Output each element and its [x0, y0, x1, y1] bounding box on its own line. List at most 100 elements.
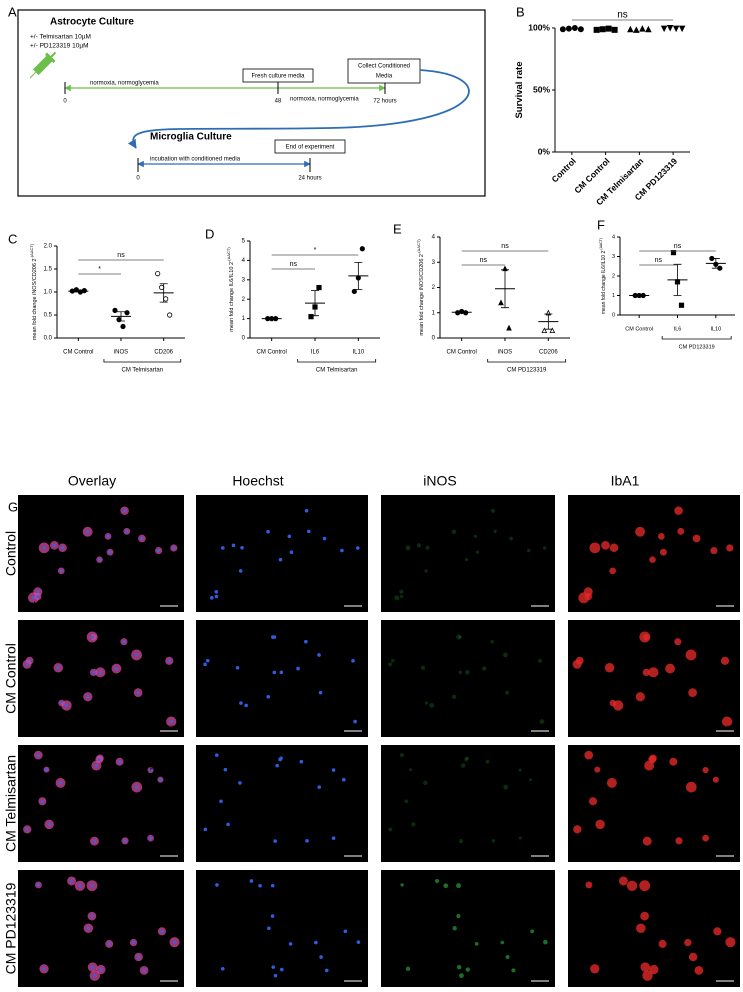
nucleus [221, 546, 225, 550]
cell [388, 827, 393, 832]
nucleus [304, 639, 308, 644]
row-label: CM Telmisartan [3, 755, 19, 852]
y-tick-label: 2 [242, 297, 246, 303]
cell [639, 631, 651, 643]
nucleus [93, 974, 97, 978]
y-tick-label: 4 [242, 258, 246, 264]
micrograph [568, 495, 740, 612]
cell [424, 569, 428, 573]
cell [473, 534, 478, 539]
cell [658, 939, 667, 948]
time-label: 48 [275, 99, 282, 105]
row-label: Control [3, 531, 19, 576]
cell [710, 546, 718, 555]
x-tick-label: CM Control [63, 350, 93, 356]
cell [485, 759, 490, 764]
nucleus [317, 653, 321, 657]
y-tick-label: 2 [612, 273, 615, 279]
cell [425, 545, 430, 550]
cell [604, 663, 615, 673]
cell [405, 966, 411, 971]
y-tick-label: 5 [242, 239, 246, 245]
cell [539, 719, 545, 724]
cell [618, 876, 628, 886]
nucleus [47, 822, 51, 827]
y-tick-label: 0% [538, 146, 551, 156]
cell [659, 548, 667, 556]
cell [456, 964, 462, 970]
nucleus [322, 536, 327, 541]
y-tick-label: 3 [242, 277, 246, 283]
cell [460, 763, 466, 768]
scale-bar-label: 50um [163, 724, 175, 729]
channel-legend: IbA1 [22, 633, 36, 640]
event-box [274, 139, 346, 154]
nucleus [122, 640, 126, 644]
image-label: Control [22, 601, 44, 608]
cell [429, 703, 435, 708]
nucleus [249, 879, 254, 883]
cell [642, 970, 653, 981]
x-tick-label: IL10 [710, 326, 721, 332]
nucleus [167, 659, 171, 663]
group-bracket [487, 359, 567, 363]
nucleus [172, 546, 176, 550]
cell [639, 880, 651, 892]
nucleus [317, 785, 322, 789]
phase-label: normoxia, normoglycemia [90, 81, 159, 87]
cell [635, 526, 646, 537]
event-box [347, 58, 421, 84]
nucleus [123, 839, 127, 843]
cell [490, 508, 495, 513]
cell [456, 634, 462, 640]
cell [674, 506, 683, 515]
error-bar [457, 311, 466, 314]
panel-letter: E [393, 221, 402, 236]
cell [685, 781, 697, 793]
nucleus [42, 546, 46, 550]
cell [573, 825, 582, 834]
x-tick-label: iNOS [498, 350, 512, 356]
phase-label: normoxia, normoglycemia [290, 97, 359, 103]
channel-legend: Hoechst [22, 891, 46, 898]
cell [518, 768, 522, 772]
nucleus [108, 550, 112, 554]
data-point [159, 284, 165, 290]
cell [721, 716, 733, 727]
nucleus [40, 799, 44, 803]
cell [642, 836, 652, 846]
data-point [167, 312, 173, 318]
nucleus [59, 569, 63, 573]
nucleus [36, 594, 40, 599]
cell [726, 544, 734, 552]
nucleus [342, 777, 346, 782]
cell [601, 540, 610, 550]
cell [594, 766, 601, 773]
panel-letter: F [597, 217, 605, 232]
nucleus [356, 940, 361, 944]
scale-bar-label: 50um [163, 974, 175, 979]
nucleus [231, 543, 236, 548]
cell [451, 694, 457, 699]
channel-legend: iNOS [150, 750, 166, 757]
cell [669, 757, 678, 766]
cell [474, 941, 479, 946]
nucleus [70, 879, 74, 883]
cell [411, 822, 416, 827]
data-point [124, 310, 130, 316]
y-tick-label: 1 [242, 316, 246, 322]
y-axis-label: mean fold change IL6/IL10 2-(ΔΔCT) [226, 247, 235, 332]
error-bar [354, 261, 363, 290]
nucleus [136, 691, 140, 695]
nucleus [305, 839, 309, 843]
y-tick-label: 50% [533, 84, 550, 94]
micrograph [18, 495, 184, 612]
error-bar [711, 258, 720, 269]
event-label: Collect Conditioned [358, 64, 410, 70]
data-point [666, 24, 674, 32]
cell [609, 543, 619, 553]
scale-bar-label: 50um [719, 724, 731, 729]
scale-bar-label: 50um [719, 599, 731, 604]
cell [451, 529, 457, 535]
cell [648, 667, 659, 678]
